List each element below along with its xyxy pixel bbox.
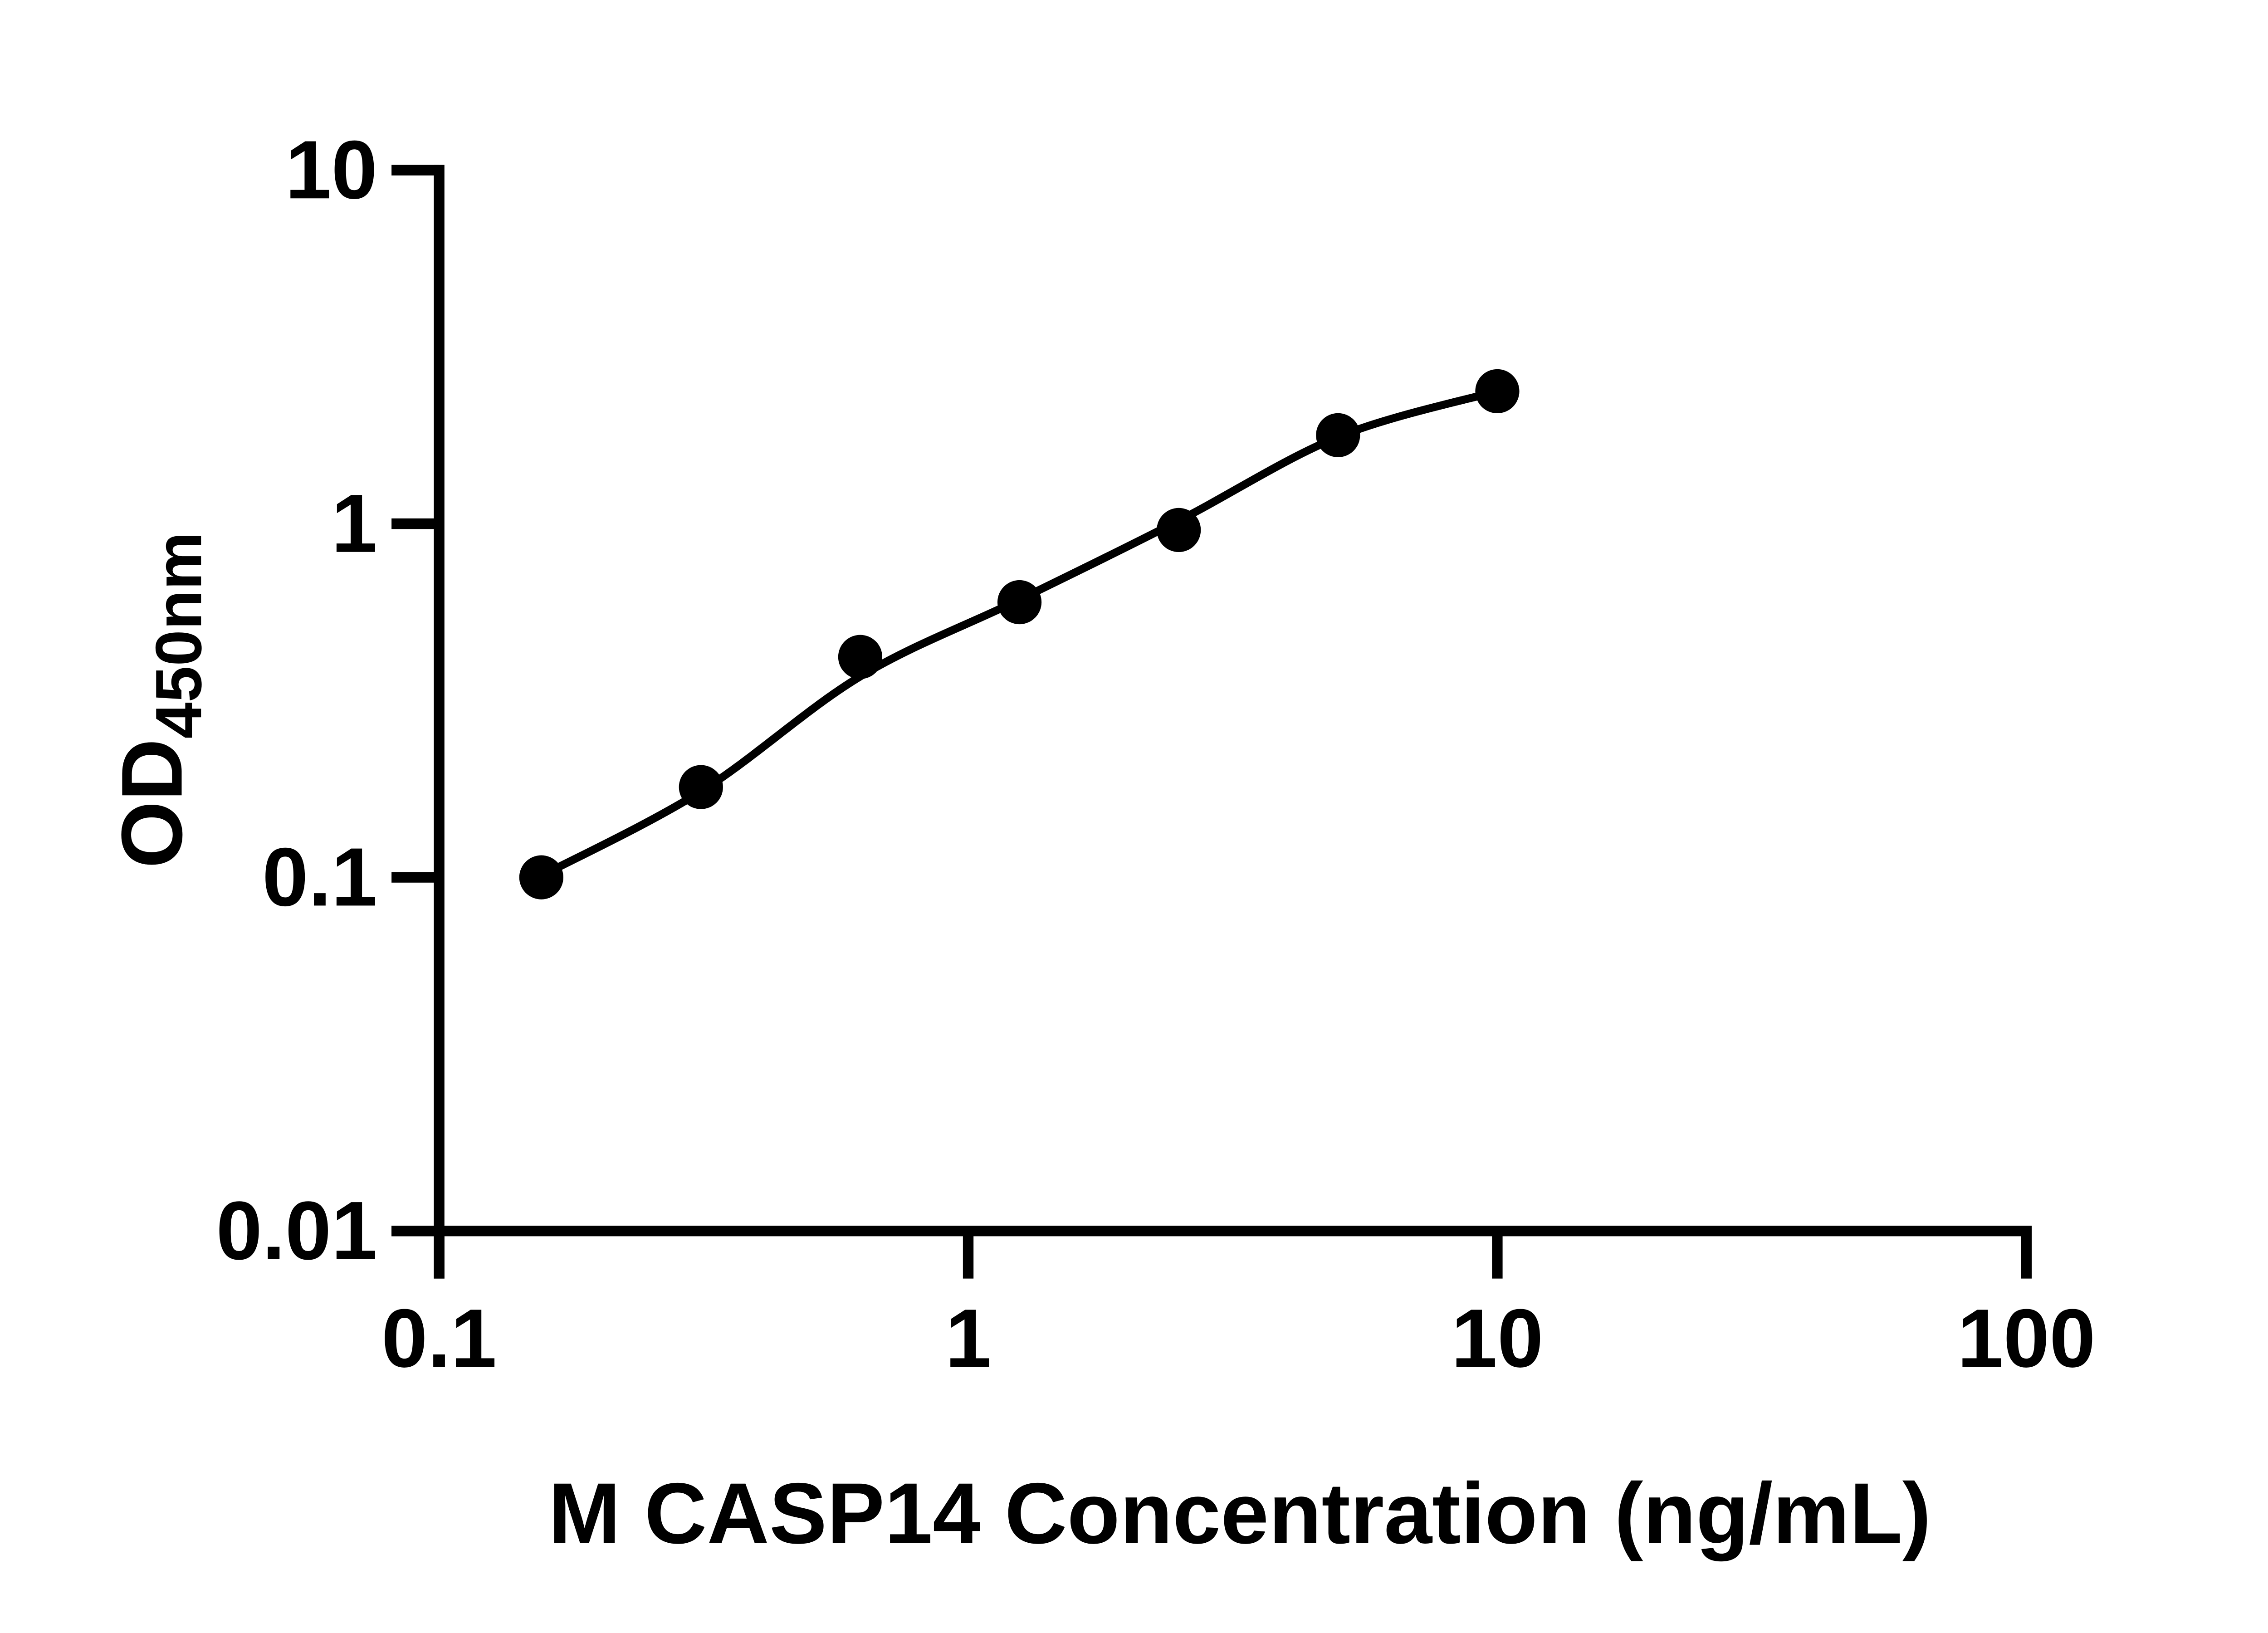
data-point-3 [838, 635, 883, 679]
data-point-1 [519, 855, 563, 900]
y-axis-title: OD450nm [104, 532, 215, 869]
y-axis-title-subscript: 450nm [142, 532, 215, 739]
x-axis-title: M CASP14 Concentration (ng/mL) [548, 1466, 1931, 1562]
y-tick-label-10: 10 [285, 123, 377, 216]
data-point-6 [1316, 413, 1360, 457]
fit-curve [539, 387, 1499, 880]
data-point-7 [1475, 369, 1520, 414]
y-tick-label-1: 1 [331, 477, 377, 570]
y-tick-label-0.1: 0.1 [262, 831, 377, 923]
data-point-5 [1157, 508, 1201, 552]
x-tick-label-1: 1 [945, 1292, 992, 1384]
x-tick-label-100: 100 [1957, 1292, 2096, 1384]
y-tick-label-0.01: 0.01 [216, 1184, 377, 1277]
data-point-4 [997, 580, 1042, 625]
x-tick-label-10: 10 [1451, 1292, 1543, 1384]
data-point-2 [679, 765, 723, 809]
x-tick-label-0.1: 0.1 [381, 1292, 497, 1384]
y-axis-title-main: OD [104, 738, 200, 868]
